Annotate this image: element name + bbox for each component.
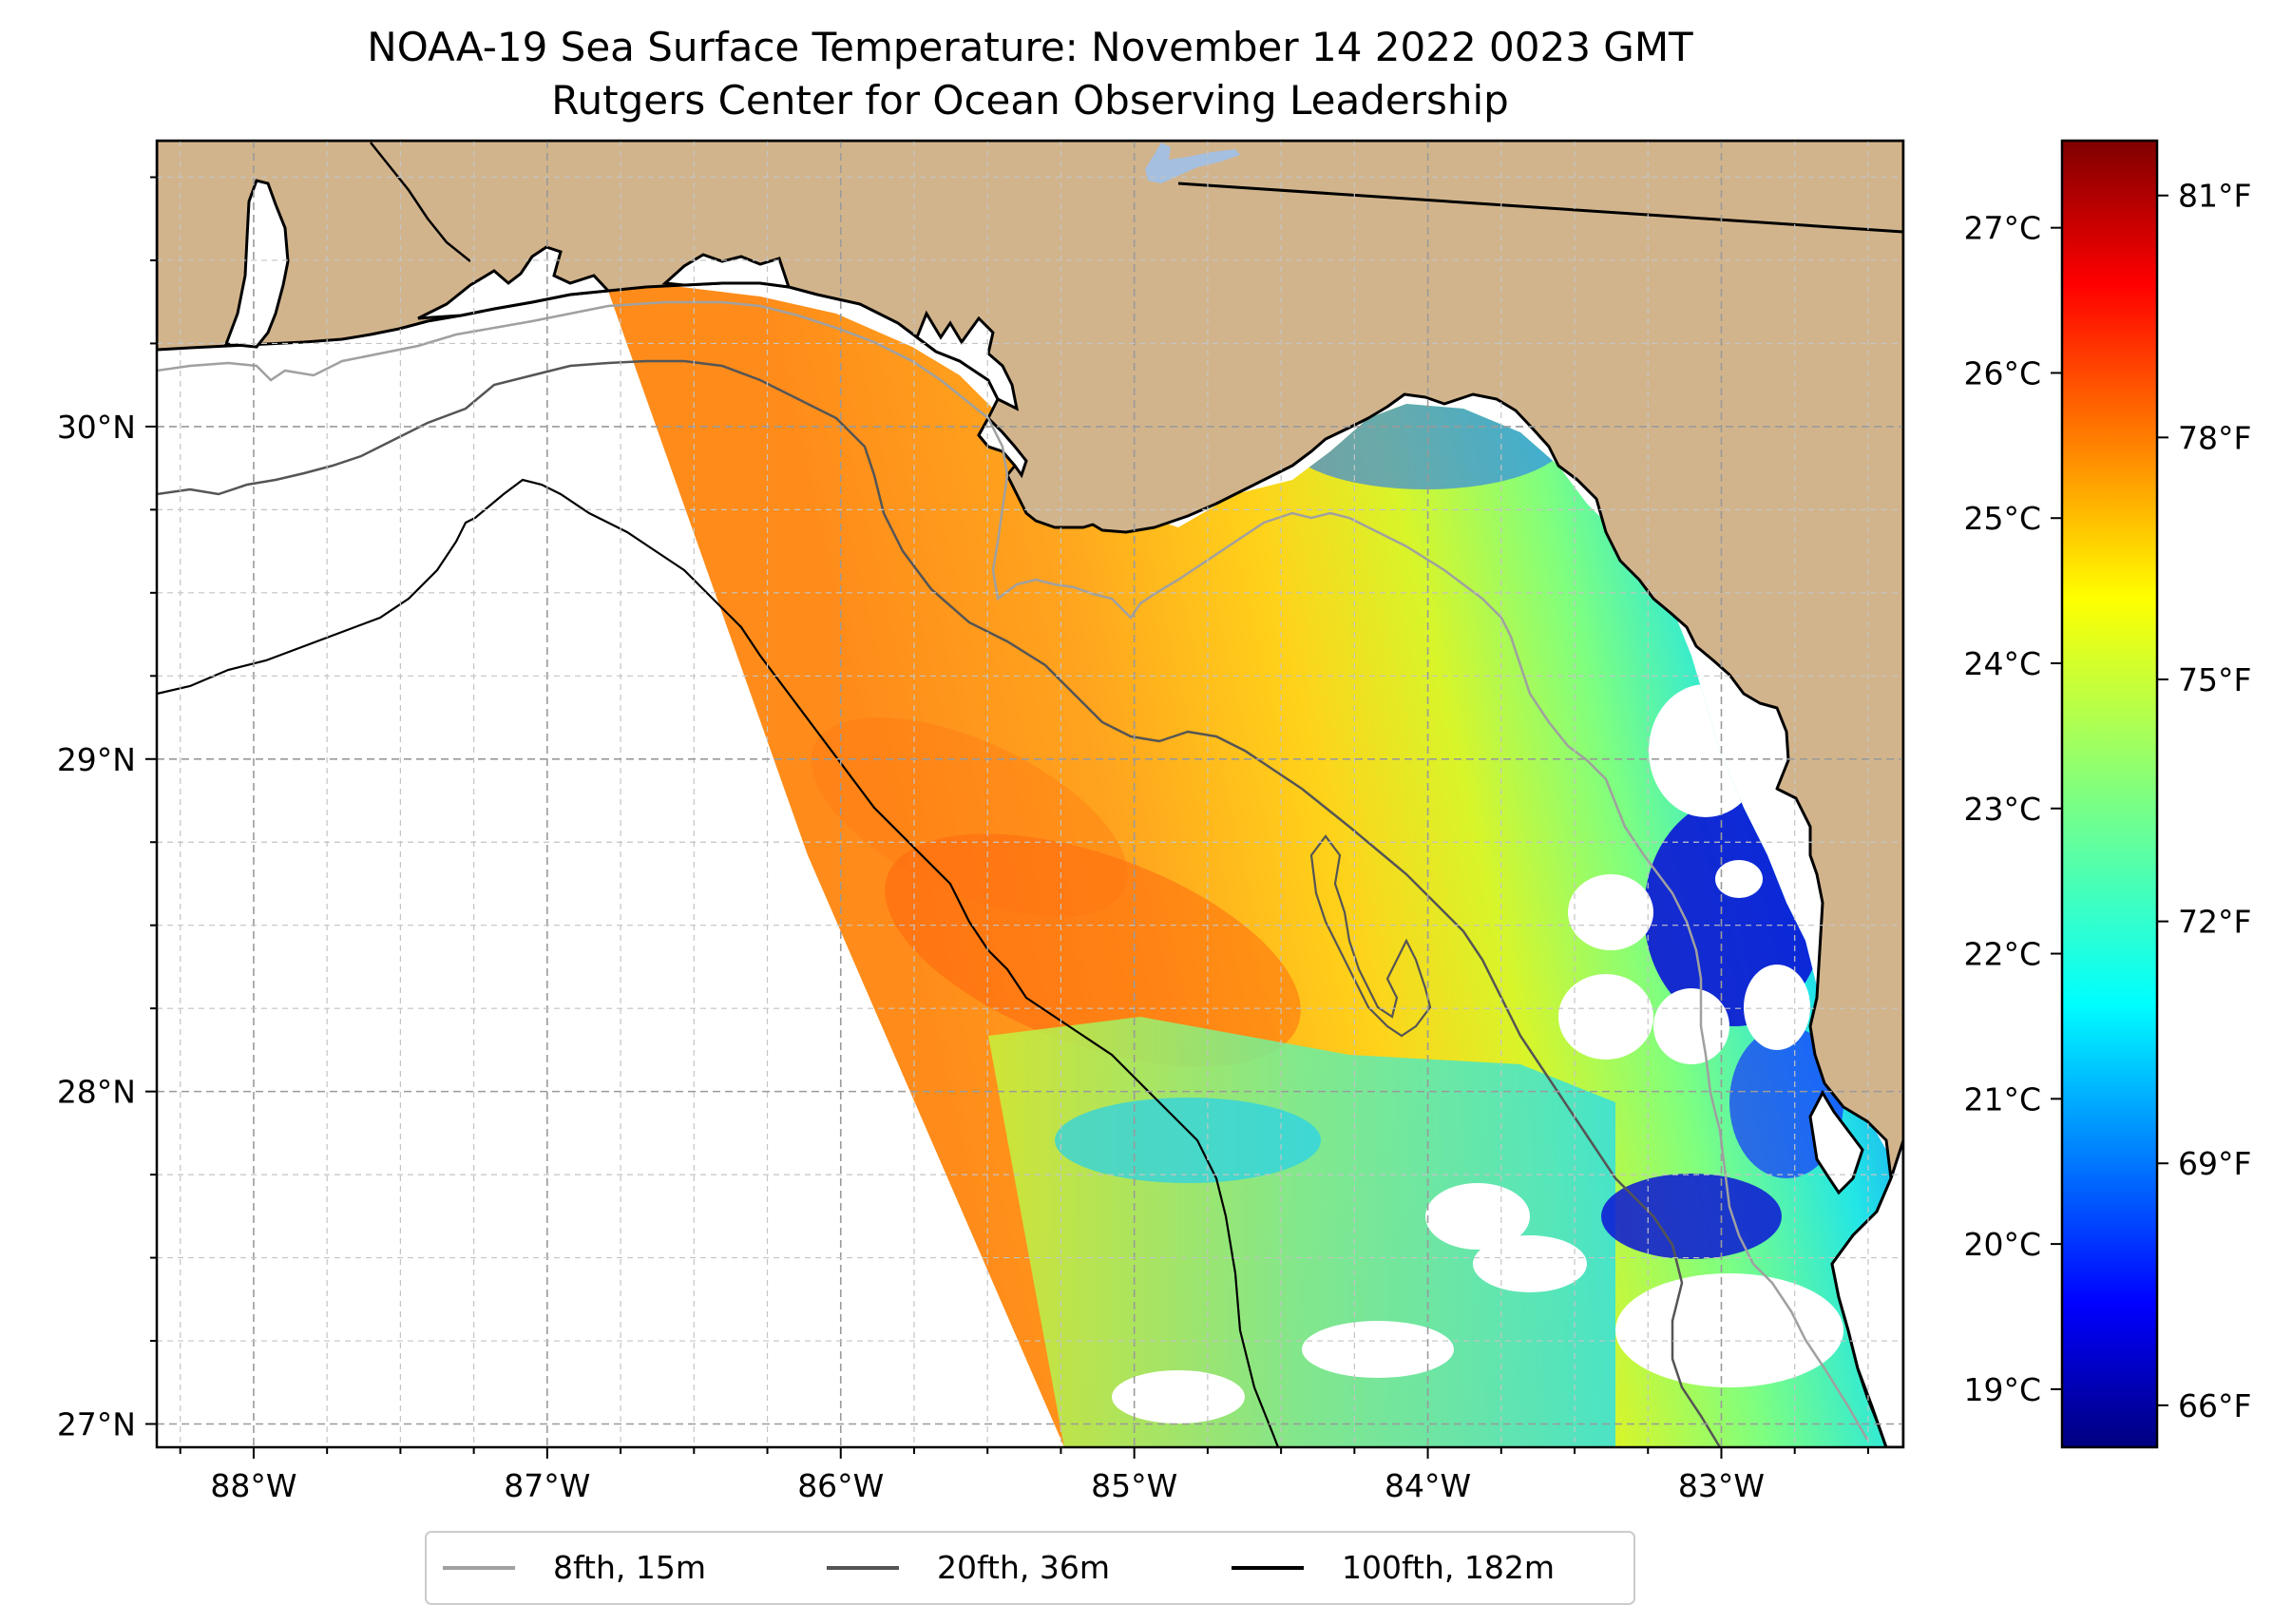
cloud-gap <box>1425 1183 1530 1250</box>
colorbar-celsius-label: 22°C <box>1963 936 2041 973</box>
sst-warm-band <box>811 716 1128 918</box>
title-line-1: NOAA-19 Sea Surface Temperature: Novembe… <box>367 24 1693 70</box>
bay-lagoon <box>915 310 1020 411</box>
contour-legend: 8fth, 15m 20fth, 36m 100fth, 182m <box>425 1531 1635 1605</box>
x-tick-label: 84°W <box>1385 1467 1471 1504</box>
colorbar: 19°C 20°C 21°C 22°C 23°C 24°C 25°C 26°C 27°C 66°… <box>1963 139 2251 1449</box>
contour-100fth-west <box>370 142 471 262</box>
bay-lagoon <box>1808 1089 1864 1195</box>
map-panel: 88°W 87°W 86°W 85°W 84°W 83°W 27°N 28°N 29°N 30°… <box>57 139 1905 1504</box>
colorbar-fahrenheit-label: 78°F <box>2178 419 2251 456</box>
y-tick-label: 28°N <box>57 1074 136 1111</box>
contour-100fth <box>157 478 1280 1447</box>
colorbar-fahrenheit-label: 69°F <box>2178 1145 2251 1182</box>
bay-lagoon <box>661 253 792 289</box>
cloud-gap <box>1615 1273 1843 1387</box>
x-tick-label: 83°W <box>1678 1467 1765 1504</box>
y-tick-label: 29°N <box>57 741 136 778</box>
colorbar-fahrenheit-axis: 66°F 69°F 72°F 75°F 78°F 81°F <box>2157 178 2251 1424</box>
cloud-gap <box>1653 988 1729 1064</box>
colorbar-celsius-label: 21°C <box>1963 1080 2041 1118</box>
contour-20fth-islands <box>1309 834 1432 1038</box>
colorbar-celsius-label: 25°C <box>1963 500 2041 537</box>
colorbar-celsius-label: 26°C <box>1963 354 2041 392</box>
colorbar-gradient <box>2060 139 2159 1449</box>
colorbar-fahrenheit-label: 81°F <box>2178 178 2251 215</box>
x-tick-label: 85°W <box>1091 1467 1177 1504</box>
y-tick-label: 30°N <box>57 409 136 446</box>
title-line-2: Rutgers Center for Ocean Observing Leade… <box>551 77 1509 124</box>
x-tick-label: 88°W <box>210 1467 296 1504</box>
colorbar-fahrenheit-label: 75°F <box>2178 661 2251 698</box>
state-boundary <box>1177 182 1903 234</box>
mobile-bay <box>223 179 290 349</box>
legend-label-8fth: 8fth, 15m <box>553 1549 706 1586</box>
colorbar-celsius-axis: 19°C 20°C 21°C 22°C 23°C 24°C 25°C 26°C 27°C <box>1963 210 2062 1408</box>
colorbar-celsius-label: 24°C <box>1963 645 2041 682</box>
cloud-gap <box>1112 1370 1245 1423</box>
cloud-gap <box>1558 974 1653 1060</box>
cloud-gap <box>1302 1321 1454 1378</box>
legend-label-20fth: 20fth, 36m <box>937 1549 1110 1586</box>
colorbar-fahrenheit-label: 72°F <box>2178 904 2251 941</box>
colorbar-celsius-label: 27°C <box>1963 210 2041 247</box>
cloud-gap <box>1473 1235 1587 1292</box>
map-frame <box>155 139 1905 1449</box>
gridlines <box>157 141 1903 1447</box>
legend-box <box>425 1531 1635 1605</box>
x-tick-label: 87°W <box>504 1467 590 1504</box>
y-tick-label: 27°N <box>57 1406 136 1443</box>
contour-20fth <box>157 359 1722 1447</box>
cloud-gap <box>1568 874 1653 950</box>
x-tick-label: 86°W <box>797 1467 884 1504</box>
colorbar-celsius-label: 20°C <box>1963 1226 2041 1263</box>
colorbar-celsius-label: 19°C <box>1963 1371 2041 1408</box>
contour-8fth <box>157 300 1869 1441</box>
y-axis: 27°N 28°N 29°N 30°N <box>57 176 157 1443</box>
x-axis: 88°W 87°W 86°W 85°W 84°W 83°W <box>179 1447 1869 1504</box>
cloud-gap <box>1744 965 1810 1050</box>
cloud-gap <box>1715 860 1763 898</box>
sst-blue-patch-southeast <box>1601 1174 1782 1259</box>
colorbar-celsius-label: 23°C <box>1963 791 2041 828</box>
bay-lagoon <box>417 245 612 320</box>
colorbar-fahrenheit-label: 66°F <box>2178 1387 2251 1424</box>
inland-lake <box>1145 143 1240 183</box>
sst-cool-eddy <box>1055 1098 1321 1183</box>
legend-label-100fth: 100fth, 182m <box>1342 1549 1555 1586</box>
